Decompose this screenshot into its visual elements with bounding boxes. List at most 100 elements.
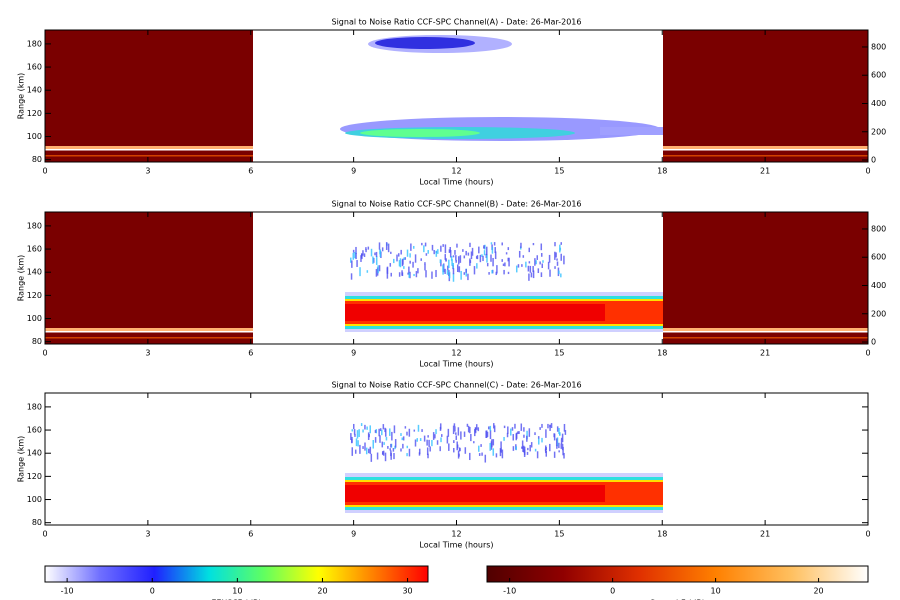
echo — [452, 268, 455, 275]
panel: Signal to Noise Ratio CCF-SPC Channel(C)… — [17, 381, 871, 550]
y2-tick-label: 0 — [871, 338, 876, 347]
echo — [536, 451, 539, 459]
echo — [505, 252, 508, 255]
echo — [465, 250, 467, 256]
x-tick-label: 0 — [42, 349, 47, 358]
echo — [420, 258, 422, 261]
echo — [530, 272, 533, 278]
echo — [483, 246, 485, 249]
y2-tick-label: 200 — [871, 309, 886, 318]
echo — [507, 426, 509, 434]
echo — [359, 444, 361, 454]
x-tick-label: 21 — [760, 530, 770, 539]
echo — [464, 447, 467, 454]
echo — [486, 262, 489, 267]
echo — [374, 437, 377, 443]
echo — [501, 259, 503, 262]
echo — [522, 255, 525, 258]
echo — [555, 438, 558, 446]
x-tick-label: 6 — [248, 349, 253, 358]
echo — [478, 445, 480, 452]
y-tick-label: 120 — [27, 291, 42, 300]
echo — [485, 430, 488, 438]
echo — [358, 429, 360, 437]
echo — [355, 438, 358, 447]
echo — [382, 450, 385, 456]
echo — [390, 251, 392, 254]
echo — [408, 272, 410, 278]
echo — [540, 272, 543, 278]
echo — [486, 246, 488, 256]
echo — [379, 250, 382, 258]
echo — [352, 249, 355, 253]
echo — [399, 258, 402, 268]
y-axis-label: Range (km) — [17, 73, 26, 120]
echo — [463, 431, 466, 437]
echo — [369, 425, 371, 434]
echo — [372, 256, 374, 264]
echo — [375, 251, 378, 257]
echo — [365, 447, 368, 455]
echo — [426, 447, 429, 455]
colorbar: -10 0 10 20 Spread-F (dB) — [486, 565, 869, 600]
x-tick-label: 15 — [554, 530, 564, 539]
echo — [450, 256, 453, 261]
echo — [351, 260, 353, 268]
echo — [559, 247, 562, 251]
colorbar: -10 0 10 20 30 EEJ/CCF (dB) — [44, 565, 429, 600]
echo — [452, 255, 455, 258]
echo — [408, 266, 410, 275]
echo — [363, 253, 366, 257]
echo — [466, 423, 469, 427]
echo — [558, 450, 560, 453]
echo — [536, 255, 539, 260]
echo — [526, 430, 528, 440]
echo — [458, 266, 461, 273]
echo — [507, 271, 510, 275]
echo — [474, 429, 476, 437]
y-tick-label: 100 — [27, 495, 42, 504]
echo — [526, 435, 528, 442]
echo — [473, 441, 475, 444]
x-tick-label: 0 — [865, 530, 870, 539]
echo — [522, 446, 524, 452]
echo — [456, 264, 459, 273]
echo — [434, 434, 436, 439]
echo — [400, 249, 402, 255]
echo — [417, 268, 419, 274]
echo — [539, 261, 541, 265]
echo — [540, 253, 543, 257]
colorbar-tick-label: 30 — [402, 587, 412, 596]
echo — [448, 259, 450, 269]
echo — [503, 425, 506, 429]
echo — [528, 247, 530, 253]
colorbar-fill — [487, 566, 868, 582]
echo — [454, 426, 456, 432]
echo — [355, 246, 357, 254]
y-tick-label: 180 — [27, 402, 42, 411]
echo — [514, 423, 516, 429]
spread-f-band — [663, 155, 868, 157]
y-tick-label: 120 — [27, 109, 42, 118]
x-tick-label: 18 — [657, 167, 667, 176]
y-tick-label: 80 — [32, 518, 42, 527]
echo — [426, 439, 428, 446]
echo — [367, 448, 370, 454]
echo — [442, 263, 445, 273]
echo — [549, 424, 551, 431]
echo — [416, 438, 418, 442]
x-tick-label: 3 — [145, 167, 150, 176]
x-tick-label: 9 — [351, 349, 356, 358]
x-tick-label: 9 — [351, 530, 356, 539]
echo — [452, 425, 455, 435]
echo — [538, 438, 540, 445]
echo — [560, 253, 562, 261]
echo — [540, 243, 543, 251]
echo — [356, 430, 359, 439]
echo — [392, 448, 395, 452]
echo — [365, 247, 367, 250]
y2-tick-label: 800 — [871, 224, 886, 233]
echo — [548, 254, 551, 263]
echo — [528, 273, 530, 281]
echo — [562, 446, 564, 456]
